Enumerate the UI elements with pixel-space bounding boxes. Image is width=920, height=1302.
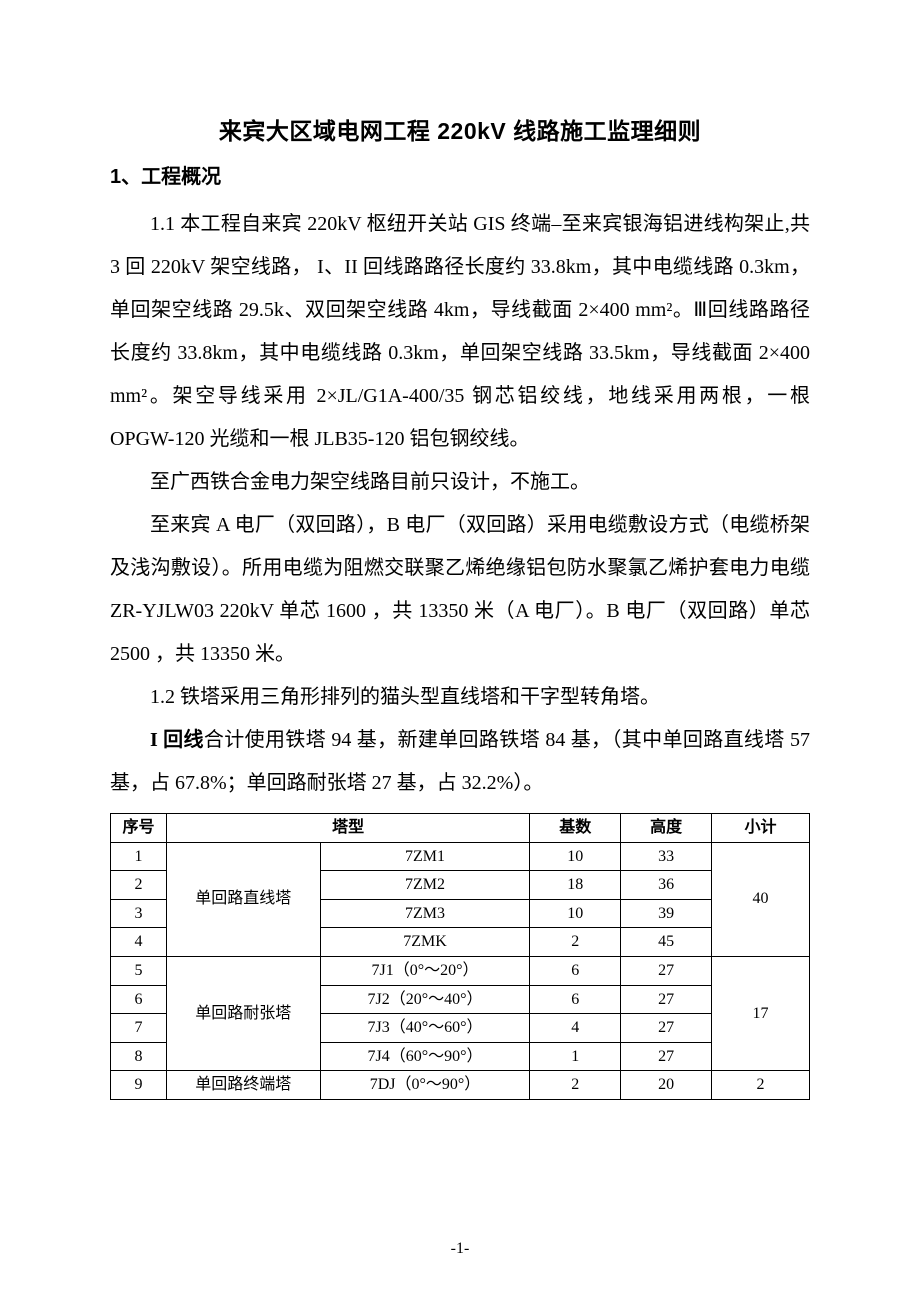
cell-count: 18 — [530, 871, 621, 900]
cell-idx: 2 — [111, 871, 167, 900]
cell-idx: 4 — [111, 928, 167, 957]
cell-model: 7J3（40°～60°） — [320, 1014, 530, 1043]
paragraph-5: I 回线合计使用铁塔 94 基，新建单回路铁塔 84 基，（其中单回路直线塔 5… — [110, 719, 810, 805]
cell-count: 10 — [530, 899, 621, 928]
cell-count: 2 — [530, 1071, 621, 1100]
cell-subtotal: 40 — [712, 842, 810, 956]
col-subtotal: 小计 — [712, 814, 810, 843]
cell-group: 单回路直线塔 — [166, 842, 320, 956]
cell-height: 39 — [621, 899, 712, 928]
cell-subtotal: 2 — [712, 1071, 810, 1100]
table-row: 1单回路直线塔7ZM1103340 — [111, 842, 810, 871]
cell-idx: 6 — [111, 985, 167, 1014]
cell-model: 7ZM3 — [320, 899, 530, 928]
cell-model: 7ZM2 — [320, 871, 530, 900]
cell-count: 6 — [530, 956, 621, 985]
page-number: -1- — [0, 1240, 920, 1258]
paragraph-4: 1.2 铁塔采用三角形排列的猫头型直线塔和干字型转角塔。 — [110, 676, 810, 719]
cell-model: 7J4（60°～90°） — [320, 1042, 530, 1071]
section-1-heading: 1、工程概况 — [110, 160, 810, 189]
cell-idx: 8 — [111, 1042, 167, 1071]
cell-model: 7J1（0°～20°） — [320, 956, 530, 985]
page-title: 来宾大区域电网工程 220kV 线路施工监理细则 — [110, 112, 810, 146]
cell-height: 27 — [621, 1042, 712, 1071]
cell-idx: 5 — [111, 956, 167, 985]
cell-count: 6 — [530, 985, 621, 1014]
cell-count: 2 — [530, 928, 621, 957]
cell-model: 7J2（20°～40°） — [320, 985, 530, 1014]
cell-count: 1 — [530, 1042, 621, 1071]
paragraph-5-rest: 合计使用铁塔 94 基，新建单回路铁塔 84 基，（其中单回路直线塔 57 基，… — [110, 729, 810, 794]
cell-count: 4 — [530, 1014, 621, 1043]
paragraph-2: 至广西铁合金电力架空线路目前只设计，不施工。 — [110, 461, 810, 504]
cell-height: 33 — [621, 842, 712, 871]
cell-height: 27 — [621, 1014, 712, 1043]
cell-model: 7ZMK — [320, 928, 530, 957]
col-height: 高度 — [621, 814, 712, 843]
col-count: 基数 — [530, 814, 621, 843]
tower-table: 序号 塔型 基数 高度 小计 1单回路直线塔7ZM110334027ZM2183… — [110, 813, 810, 1100]
cell-height: 27 — [621, 956, 712, 985]
paragraph-1: 1.1 本工程自来宾 220kV 枢纽开关站 GIS 终端–至来宾银海铝进线构架… — [110, 203, 810, 461]
paragraph-3: 至来宾 A 电厂（双回路），B 电厂（双回路）采用电缆敷设方式（电缆桥架及浅沟敷… — [110, 504, 810, 676]
col-idx: 序号 — [111, 814, 167, 843]
table-row: 5单回路耐张塔7J1（0°～20°）62717 — [111, 956, 810, 985]
table-row: 9单回路终端塔7DJ（0°～90°）2202 — [111, 1071, 810, 1100]
cell-idx: 9 — [111, 1071, 167, 1100]
cell-height: 45 — [621, 928, 712, 957]
paragraph-5-bold: I 回线 — [150, 729, 204, 751]
cell-subtotal: 17 — [712, 956, 810, 1070]
cell-model: 7ZM1 — [320, 842, 530, 871]
cell-model: 7DJ（0°～90°） — [320, 1071, 530, 1100]
cell-count: 10 — [530, 842, 621, 871]
cell-group: 单回路终端塔 — [166, 1071, 320, 1100]
cell-group: 单回路耐张塔 — [166, 956, 320, 1070]
cell-height: 20 — [621, 1071, 712, 1100]
cell-height: 36 — [621, 871, 712, 900]
col-type: 塔型 — [166, 814, 529, 843]
cell-idx: 7 — [111, 1014, 167, 1043]
table-header-row: 序号 塔型 基数 高度 小计 — [111, 814, 810, 843]
cell-height: 27 — [621, 985, 712, 1014]
cell-idx: 3 — [111, 899, 167, 928]
cell-idx: 1 — [111, 842, 167, 871]
